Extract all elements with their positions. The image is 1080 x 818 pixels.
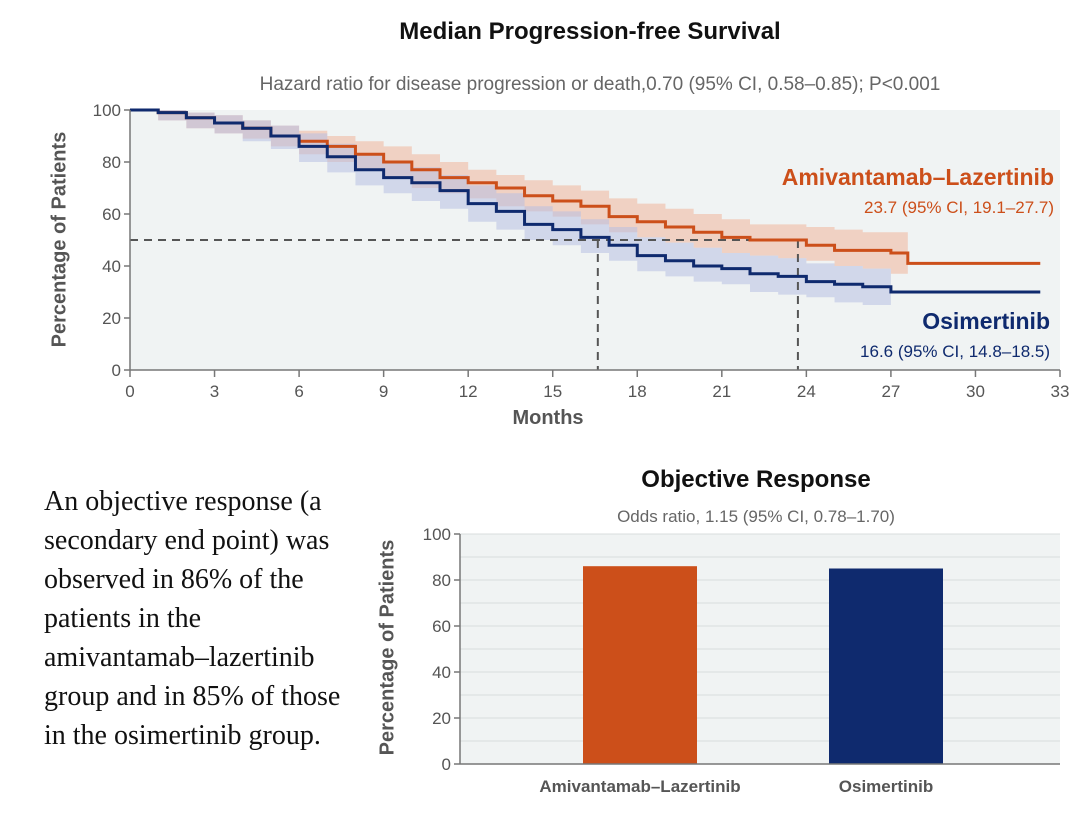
pfs-y-tick-label: 100 [93,101,121,120]
response-title: Objective Response [641,466,871,493]
pfs-x-tick-label: 12 [459,382,478,401]
amivantamab-median-label: 23.7 (95% CI, 19.1–27.7) [864,198,1054,217]
pfs-y-tick-label: 40 [102,257,121,276]
description-paragraph: An objective response (a secondary end p… [44,486,341,751]
response-y-tick-label: 100 [423,525,451,544]
osimertinib-ci-band [130,110,891,308]
pfs-y-tick-label: 0 [112,361,121,380]
osimertinib-series-label: Osimertinib [922,308,1050,334]
pfs-x-tick-label: 18 [628,382,647,401]
response-y-tick-label: 80 [432,571,451,590]
osimertinib-response-bar [829,568,943,764]
amivantamab-response-bar [583,566,697,764]
pfs-title: Median Progression-free Survival [399,18,781,45]
response-y-tick-label: 0 [442,755,451,774]
amivantamab-category-label: Amivantamab–Lazertinib [539,777,740,796]
pfs-x-tick-label: 3 [210,382,219,401]
pfs-x-tick-label: 27 [881,382,900,401]
pfs-x-tick-label: 24 [797,382,816,401]
pfs-subtitle: Hazard ratio for disease progression or … [259,74,941,95]
pfs-x-tick-label: 15 [543,382,562,401]
pfs-x-tick-label: 33 [1051,382,1070,401]
pfs-x-axis-title: Months [512,407,584,429]
pfs-y-tick-label: 20 [102,309,121,328]
amivantamab-series-label: Amivantamab–Lazertinib [781,164,1054,190]
response-y-tick-label: 40 [432,663,451,682]
pfs-y-tick-label: 80 [102,153,121,172]
pfs-x-tick-label: 6 [294,382,303,401]
pfs-x-tick-label: 9 [379,382,388,401]
response-y-tick-label: 20 [432,709,451,728]
pfs-km-chart: 0 20 40 60 80 100 0 3 6 9 12 15 18 21 24 27 30 33 [93,101,1070,401]
response-y-tick-label: 60 [432,617,451,636]
pfs-x-tick-label: 30 [966,382,985,401]
osimertinib-category-label: Osimertinib [839,777,933,796]
osimertinib-survival-line [130,108,1041,294]
pfs-x-tick-label: 0 [125,382,134,401]
pfs-y-tick-label: 60 [102,205,121,224]
pfs-x-tick-label: 21 [712,382,731,401]
osimertinib-median-label: 16.6 (95% CI, 14.8–18.5) [860,342,1050,361]
response-subtitle: Odds ratio, 1.15 (95% CI, 0.78–1.70) [617,507,895,526]
